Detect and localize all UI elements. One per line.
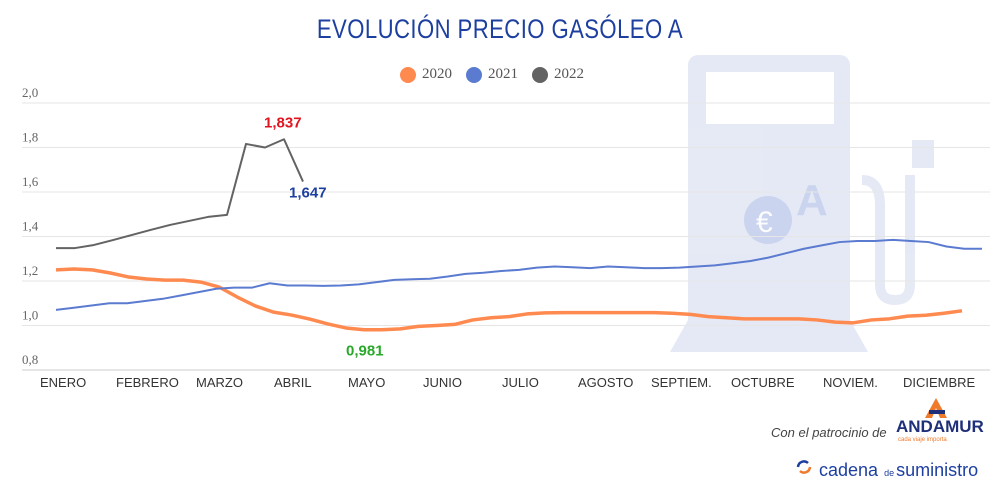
legend-label: 2021 [488,66,518,82]
x-tick-label: JULIO [502,375,539,390]
y-tick-label: 1,0 [22,308,38,323]
y-tick-label: 1,2 [22,263,38,278]
legend-marker [532,66,548,83]
y-tick-label: 2,0 [22,85,38,100]
series-line-2021 [55,238,982,311]
data-label: 1,647 [289,185,327,202]
legend-item-2021[interactable]: 2021 [466,66,518,83]
y-tick-label: 1,4 [22,219,39,234]
x-tick-label: ENERO [40,375,86,390]
cadena-text: cadena [819,460,879,480]
andamur-logo-icon [925,398,947,418]
y-tick-label: 1,8 [22,130,38,145]
andamur-tagline: cada viaje importa [898,437,947,443]
cadena-de-text: de [884,468,895,478]
x-tick-label: SEPTIEM. [651,375,712,390]
data-label: 1,837 [264,114,302,131]
legend-label: 2022 [554,66,584,82]
legend-marker [466,66,482,83]
legend: 2020 2021 2022 [400,66,584,83]
x-tick-label: MAYO [348,375,385,390]
legend-item-2022[interactable]: 2022 [532,66,584,83]
x-tick-label: OCTUBRE [731,375,795,390]
y-tick-label: 1,6 [22,174,39,189]
legend-label: 2020 [422,66,452,82]
series-line-2020 [55,267,963,332]
legend-item-2020[interactable]: 2020 [400,66,452,83]
x-tick-label: MARZO [196,375,243,390]
sponsor-text: Con el patrocinio de [771,425,887,440]
pump-screen [706,72,834,124]
data-label: 0,981 [346,343,384,360]
nozzle [912,140,934,168]
watermark-symbols: A € [744,176,828,244]
x-tick-label: NOVIEM. [823,375,878,390]
x-tick-label: AGOSTO [578,375,633,390]
refresh-arrows-icon [796,460,812,474]
x-tick-label: DICIEMBRE [903,375,976,390]
cadena-suministro-logo: cadena de suministro [795,458,978,481]
svg-text:€: € [756,206,773,239]
x-tick-label: JUNIO [423,375,462,390]
x-tick-label: FEBRERO [116,375,179,390]
suministro-text: suministro [896,460,979,480]
svg-text:A: A [796,176,828,225]
x-tick-label: ABRIL [274,375,312,390]
andamur-logo: ANDAMUR [896,417,984,436]
chart-title: EVOLUCIÓN PRECIO GASÓLEO A [316,14,684,44]
pump-base [670,320,868,352]
series-line-2022 [56,138,304,250]
legend-marker [400,66,416,83]
y-tick-label: 0,8 [22,352,38,367]
